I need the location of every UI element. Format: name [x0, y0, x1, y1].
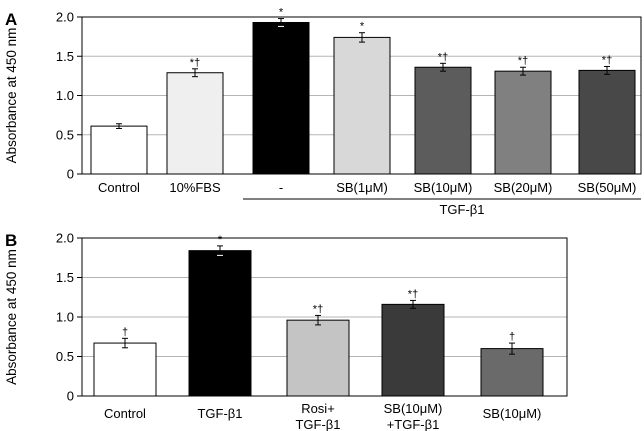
- x-tick-label: Rosi+: [301, 401, 335, 416]
- significance-marker: *†: [190, 57, 200, 69]
- bar: [188, 250, 252, 397]
- x-tick-label: SB(1μM): [336, 180, 388, 195]
- y-axis-label: Absorbance at 450 nm: [4, 28, 19, 164]
- x-tick-label: +TGF-β1: [387, 417, 440, 431]
- bar: [414, 66, 472, 175]
- significance-marker: †: [122, 326, 128, 338]
- y-tick-label: 0: [67, 167, 74, 182]
- significance-marker: †: [509, 331, 515, 343]
- y-tick-label: 0: [67, 389, 74, 404]
- bar: [93, 342, 157, 397]
- y-tick-label: 0.5: [56, 349, 74, 364]
- panel-letter: A: [5, 10, 17, 29]
- x-tick-label: TGF-β1: [295, 417, 340, 431]
- x-tick-label: -: [279, 180, 283, 195]
- y-tick-label: 2.0: [56, 10, 74, 25]
- chart-panel-b: B 0 0.5 1.0 1.5 2.0 Absorbance at 450 nm † Contr…: [4, 231, 568, 431]
- significance-marker: *†: [438, 51, 448, 63]
- significance-marker: *†: [408, 288, 418, 300]
- x-tick-label: SB(10μM): [483, 406, 542, 421]
- x-tick-label: Control: [98, 180, 140, 195]
- bar: [578, 69, 636, 175]
- y-tick-label: 1.5: [56, 270, 74, 285]
- bar: [166, 72, 224, 175]
- y-tick-label: 1.0: [56, 88, 74, 103]
- panel-letter: B: [5, 231, 17, 250]
- x-tick-label: SB(10μM): [414, 180, 473, 195]
- significance-marker: *†: [313, 303, 323, 315]
- bar: [333, 36, 391, 175]
- bar: [252, 21, 310, 175]
- significance-marker: *†: [518, 55, 528, 67]
- bar: [90, 125, 148, 175]
- bar: [494, 70, 552, 175]
- y-tick-label: 1.0: [56, 310, 74, 325]
- significance-marker: *: [279, 7, 284, 19]
- x-tick-label: SB(20μM): [494, 180, 553, 195]
- significance-marker: *†: [602, 54, 612, 66]
- chart-panel-a: A 0 0.5 1.0 1.5 2.0 Absorbance at 450 nm Contro…: [4, 7, 642, 217]
- x-tick-label: Control: [104, 406, 146, 421]
- significance-marker: *: [218, 234, 223, 246]
- y-tick-label: 0.5: [56, 127, 74, 142]
- y-axis-label: Absorbance at 450 nm: [4, 249, 19, 385]
- x-tick-label: 10%FBS: [169, 180, 221, 195]
- bar: [480, 348, 544, 397]
- x-tick-label: TGF-β1: [197, 406, 242, 421]
- significance-marker: *: [360, 21, 365, 33]
- bar: [381, 303, 445, 397]
- x-tick-label: SB(10μM): [384, 401, 443, 416]
- x-tick-label: SB(50μM): [578, 180, 637, 195]
- y-tick-label: 2.0: [56, 231, 74, 246]
- y-tick-label: 1.5: [56, 49, 74, 64]
- group-label: TGF-β1: [439, 202, 484, 217]
- bar: [286, 319, 350, 397]
